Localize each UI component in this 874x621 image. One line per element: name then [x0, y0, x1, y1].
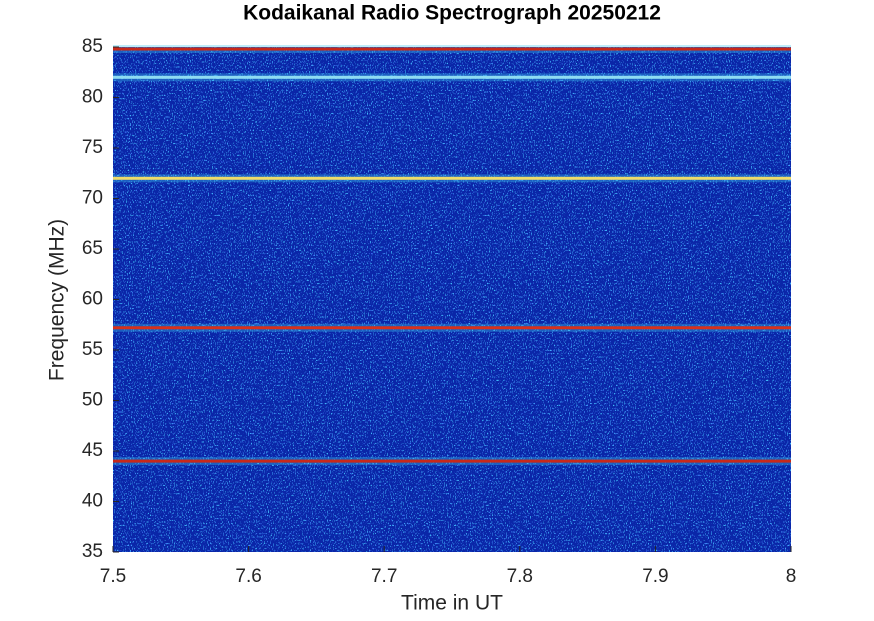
y-tick-label: 85	[82, 36, 103, 57]
x-tick-label: 8	[786, 566, 797, 587]
plot-area	[113, 45, 791, 552]
x-tick-label: 7.9	[642, 566, 668, 587]
chart-title: Kodaikanal Radio Spectrograph 20250212	[243, 2, 661, 25]
y-tick-label: 65	[82, 238, 103, 259]
y-tick-label: 55	[82, 339, 103, 360]
band	[113, 459, 791, 463]
x-tick-label: 7.8	[507, 566, 533, 587]
y-tick-label: 60	[82, 289, 103, 310]
y-tick-label: 80	[82, 87, 103, 108]
x-tick-label: 7.6	[235, 566, 261, 587]
band	[113, 75, 791, 79]
y-tick-label: 40	[82, 491, 103, 512]
y-axis-label: Frequency (MHz)	[46, 219, 69, 381]
spectrogram-noise	[113, 47, 791, 552]
x-tick-label: 7.7	[371, 566, 397, 587]
y-tick-label: 45	[82, 440, 103, 461]
y-tick-label: 50	[82, 390, 103, 411]
y-tick-label: 35	[82, 541, 103, 562]
x-tick-label: 7.5	[100, 566, 126, 587]
y-tick-label: 70	[82, 188, 103, 209]
band	[113, 176, 791, 180]
band	[113, 326, 791, 330]
band	[113, 47, 791, 51]
x-axis-label: Time in UT	[401, 592, 503, 615]
y-tick-label: 75	[82, 137, 103, 158]
